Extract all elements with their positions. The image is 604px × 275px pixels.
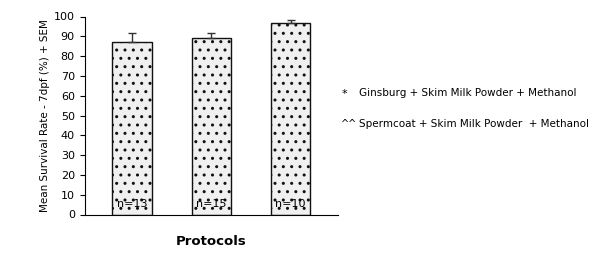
Text: ^^: ^^ — [341, 119, 358, 129]
Text: Spermcoat + Skim Milk Powder  + Methanol: Spermcoat + Skim Milk Powder + Methanol — [359, 119, 590, 129]
Y-axis label: Mean Survival Rate - 7dpf (%) + SEM: Mean Survival Rate - 7dpf (%) + SEM — [40, 19, 50, 212]
X-axis label: Protocols: Protocols — [176, 235, 247, 248]
Text: n=10: n=10 — [275, 199, 306, 208]
Bar — [191, 38, 231, 214]
Bar — [271, 23, 310, 215]
Text: *: * — [341, 89, 347, 98]
Text: Ginsburg + Skim Milk Powder + Methanol: Ginsburg + Skim Milk Powder + Methanol — [359, 89, 577, 98]
Text: n=15: n=15 — [196, 199, 226, 208]
Bar — [112, 42, 152, 214]
Text: n=13: n=13 — [117, 199, 147, 208]
